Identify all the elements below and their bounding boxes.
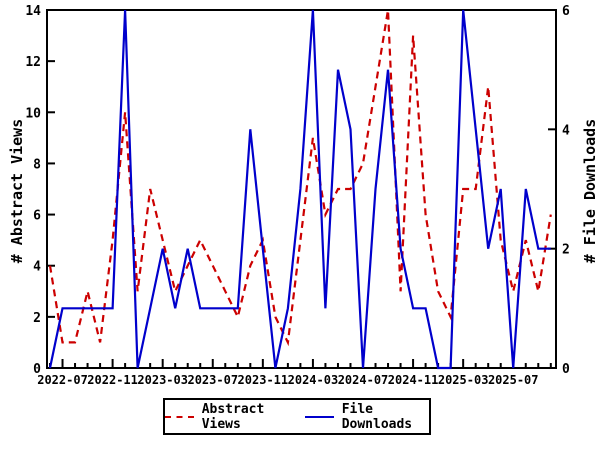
y-left-tick-label: 0 xyxy=(33,362,41,377)
legend-label-file-downloads: File Downloads xyxy=(341,401,413,432)
y-left-tick-label: 14 xyxy=(25,4,41,19)
x-tick-label: 2025-07 xyxy=(488,373,539,387)
right-axis-title: # File Downloads xyxy=(581,118,599,264)
y-left-tick-label: 12 xyxy=(25,55,41,70)
x-tick-label: 2023-03 xyxy=(137,373,188,387)
y-left-tick-label: 8 xyxy=(33,157,41,172)
left-axis-title: # Abstract Views xyxy=(8,118,26,264)
x-tick-label: 2022-07 xyxy=(37,373,88,387)
legend-box: Abstract Views File Downloads xyxy=(163,398,431,435)
y-left-tick-label: 4 xyxy=(33,260,41,275)
x-tick-label: 2024-03 xyxy=(288,373,339,387)
x-tick-label: 2024-07 xyxy=(338,373,389,387)
dashed-line-icon xyxy=(165,415,194,418)
plot-frame xyxy=(46,9,557,369)
y-right-tick-label: 2 xyxy=(562,243,570,258)
solid-line-icon xyxy=(305,415,334,418)
legend-item-file-downloads: File Downloads xyxy=(305,402,429,432)
y-right-tick-label: 6 xyxy=(562,4,570,19)
y-left-tick-label: 6 xyxy=(33,209,41,224)
x-tick-label: 2023-07 xyxy=(187,373,238,387)
y-left-tick-label: 10 xyxy=(25,106,41,121)
x-tick-label: 2022-11 xyxy=(87,373,138,387)
x-tick-label: 2025-03 xyxy=(438,373,489,387)
legend-label-abstract-views: Abstract Views xyxy=(201,401,265,432)
legend-item-abstract-views: Abstract Views xyxy=(165,402,289,432)
x-tick-label: 2024-11 xyxy=(388,373,439,387)
y-left-tick-label: 2 xyxy=(33,311,41,326)
series-file-downloads xyxy=(48,9,551,370)
y-right-tick-label: 0 xyxy=(562,362,570,377)
y-right-tick-label: 4 xyxy=(562,123,570,138)
x-tick-label: 2023-11 xyxy=(238,373,289,387)
